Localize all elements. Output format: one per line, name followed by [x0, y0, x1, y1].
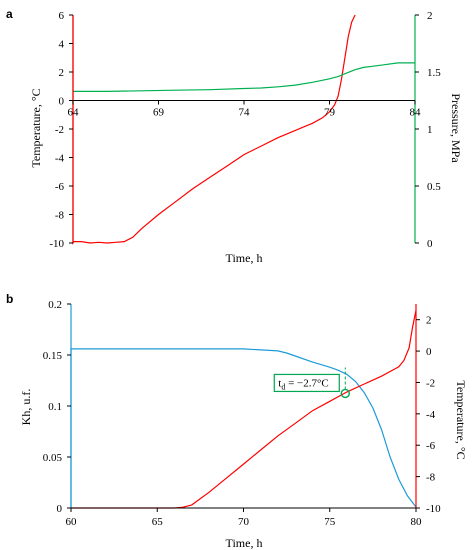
panel-b-right-tick-label: -10 [426, 503, 441, 515]
panel-b-x-tick-label: 70 [238, 516, 250, 528]
panel-b-right-tick-label: 0 [426, 346, 432, 358]
panel-b-right-axis-label: Temperature, °C [454, 380, 468, 459]
panel-a-right-tick-label: 0.5 [427, 181, 441, 193]
panel-a-left-tick-label: -8 [55, 210, 65, 222]
panel-a-x-tick-label: 69 [153, 107, 165, 119]
panel-b-annotation-label: td = −2.7°C [278, 377, 328, 391]
panel-b-right-tick-label: -4 [426, 409, 436, 421]
panel-a-left-tick-label: -6 [55, 181, 65, 193]
panel-b-left-tick-label: 0.2 [48, 299, 62, 311]
panel-b-right-tick-label: -6 [426, 440, 436, 452]
panel-a-right-tick-label: 1.5 [427, 67, 441, 79]
panel-a-right-axis-label: Pressure, MPa [449, 93, 463, 163]
panel-b-kh-line [70, 348, 417, 508]
panel-b-left-tick-label: 0 [57, 503, 63, 515]
panel-b-left-axis-label: Kh, u.f. [19, 389, 33, 426]
panel-b-left-tick-label: 0.15 [43, 350, 63, 362]
panel-b-annotation-box [273, 373, 340, 393]
panel-a-x-tick-label: 84 [410, 107, 422, 119]
panel-a-pressure-line [73, 62, 415, 92]
panel-a-x-tick-label: 79 [324, 107, 336, 119]
panel-a-x-tick-label: 64 [68, 107, 80, 119]
panel-a-right-tick-label: 2 [427, 10, 433, 22]
panel-b-x-axis-label: Time, h [226, 536, 263, 550]
panel-b-annotation-marker [340, 388, 350, 399]
panel-a-left-tick-label: 0 [59, 96, 65, 108]
panel-a-temperature-line [72, 14, 356, 246]
panel-b-temperature-line [71, 310, 417, 509]
panel-b-right-tick-label: -2 [426, 377, 435, 389]
panel-a-x-axis-label: Time, h [226, 251, 263, 265]
panel-a-right-tick-label: 0 [427, 238, 433, 250]
panel-b-x-tick-label: 75 [324, 516, 336, 528]
panel-a-left-tick-label: -2 [55, 124, 64, 136]
panel-a-left-tick-label: -4 [55, 153, 65, 165]
panel-b-x-tick-label: 60 [66, 516, 78, 528]
panel-b-right-tick-label: 2 [426, 315, 432, 327]
panel-b-left-tick-label: 0.05 [43, 452, 63, 464]
panel-a-left-tick-label: 4 [59, 39, 65, 51]
panel-b-right-tick-label: -8 [426, 472, 436, 484]
panel-b-label: b [6, 292, 13, 306]
panel-a-x-tick-label: 74 [239, 107, 251, 119]
panel-b-x-tick-label: 65 [152, 516, 164, 528]
panel-a-label: a [6, 7, 13, 21]
panel-b-x-tick-label: 80 [411, 516, 423, 528]
panel-a-left-tick-label: -10 [49, 238, 64, 250]
panel-a-left-tick-label: 2 [59, 67, 65, 79]
panel-a-left-axis-label: Temperature, °C [29, 88, 43, 167]
panel-a-left-tick-label: 6 [59, 10, 65, 22]
panel-b-left-tick-label: 0.1 [48, 401, 62, 413]
panel-b: b 60 65 70 75 80 0.2 0.15 0.1 0.05 0 2 0 -2 -4 -6 -8 -10… [6, 292, 468, 550]
panel-a-right-tick-label: 1 [427, 124, 433, 136]
